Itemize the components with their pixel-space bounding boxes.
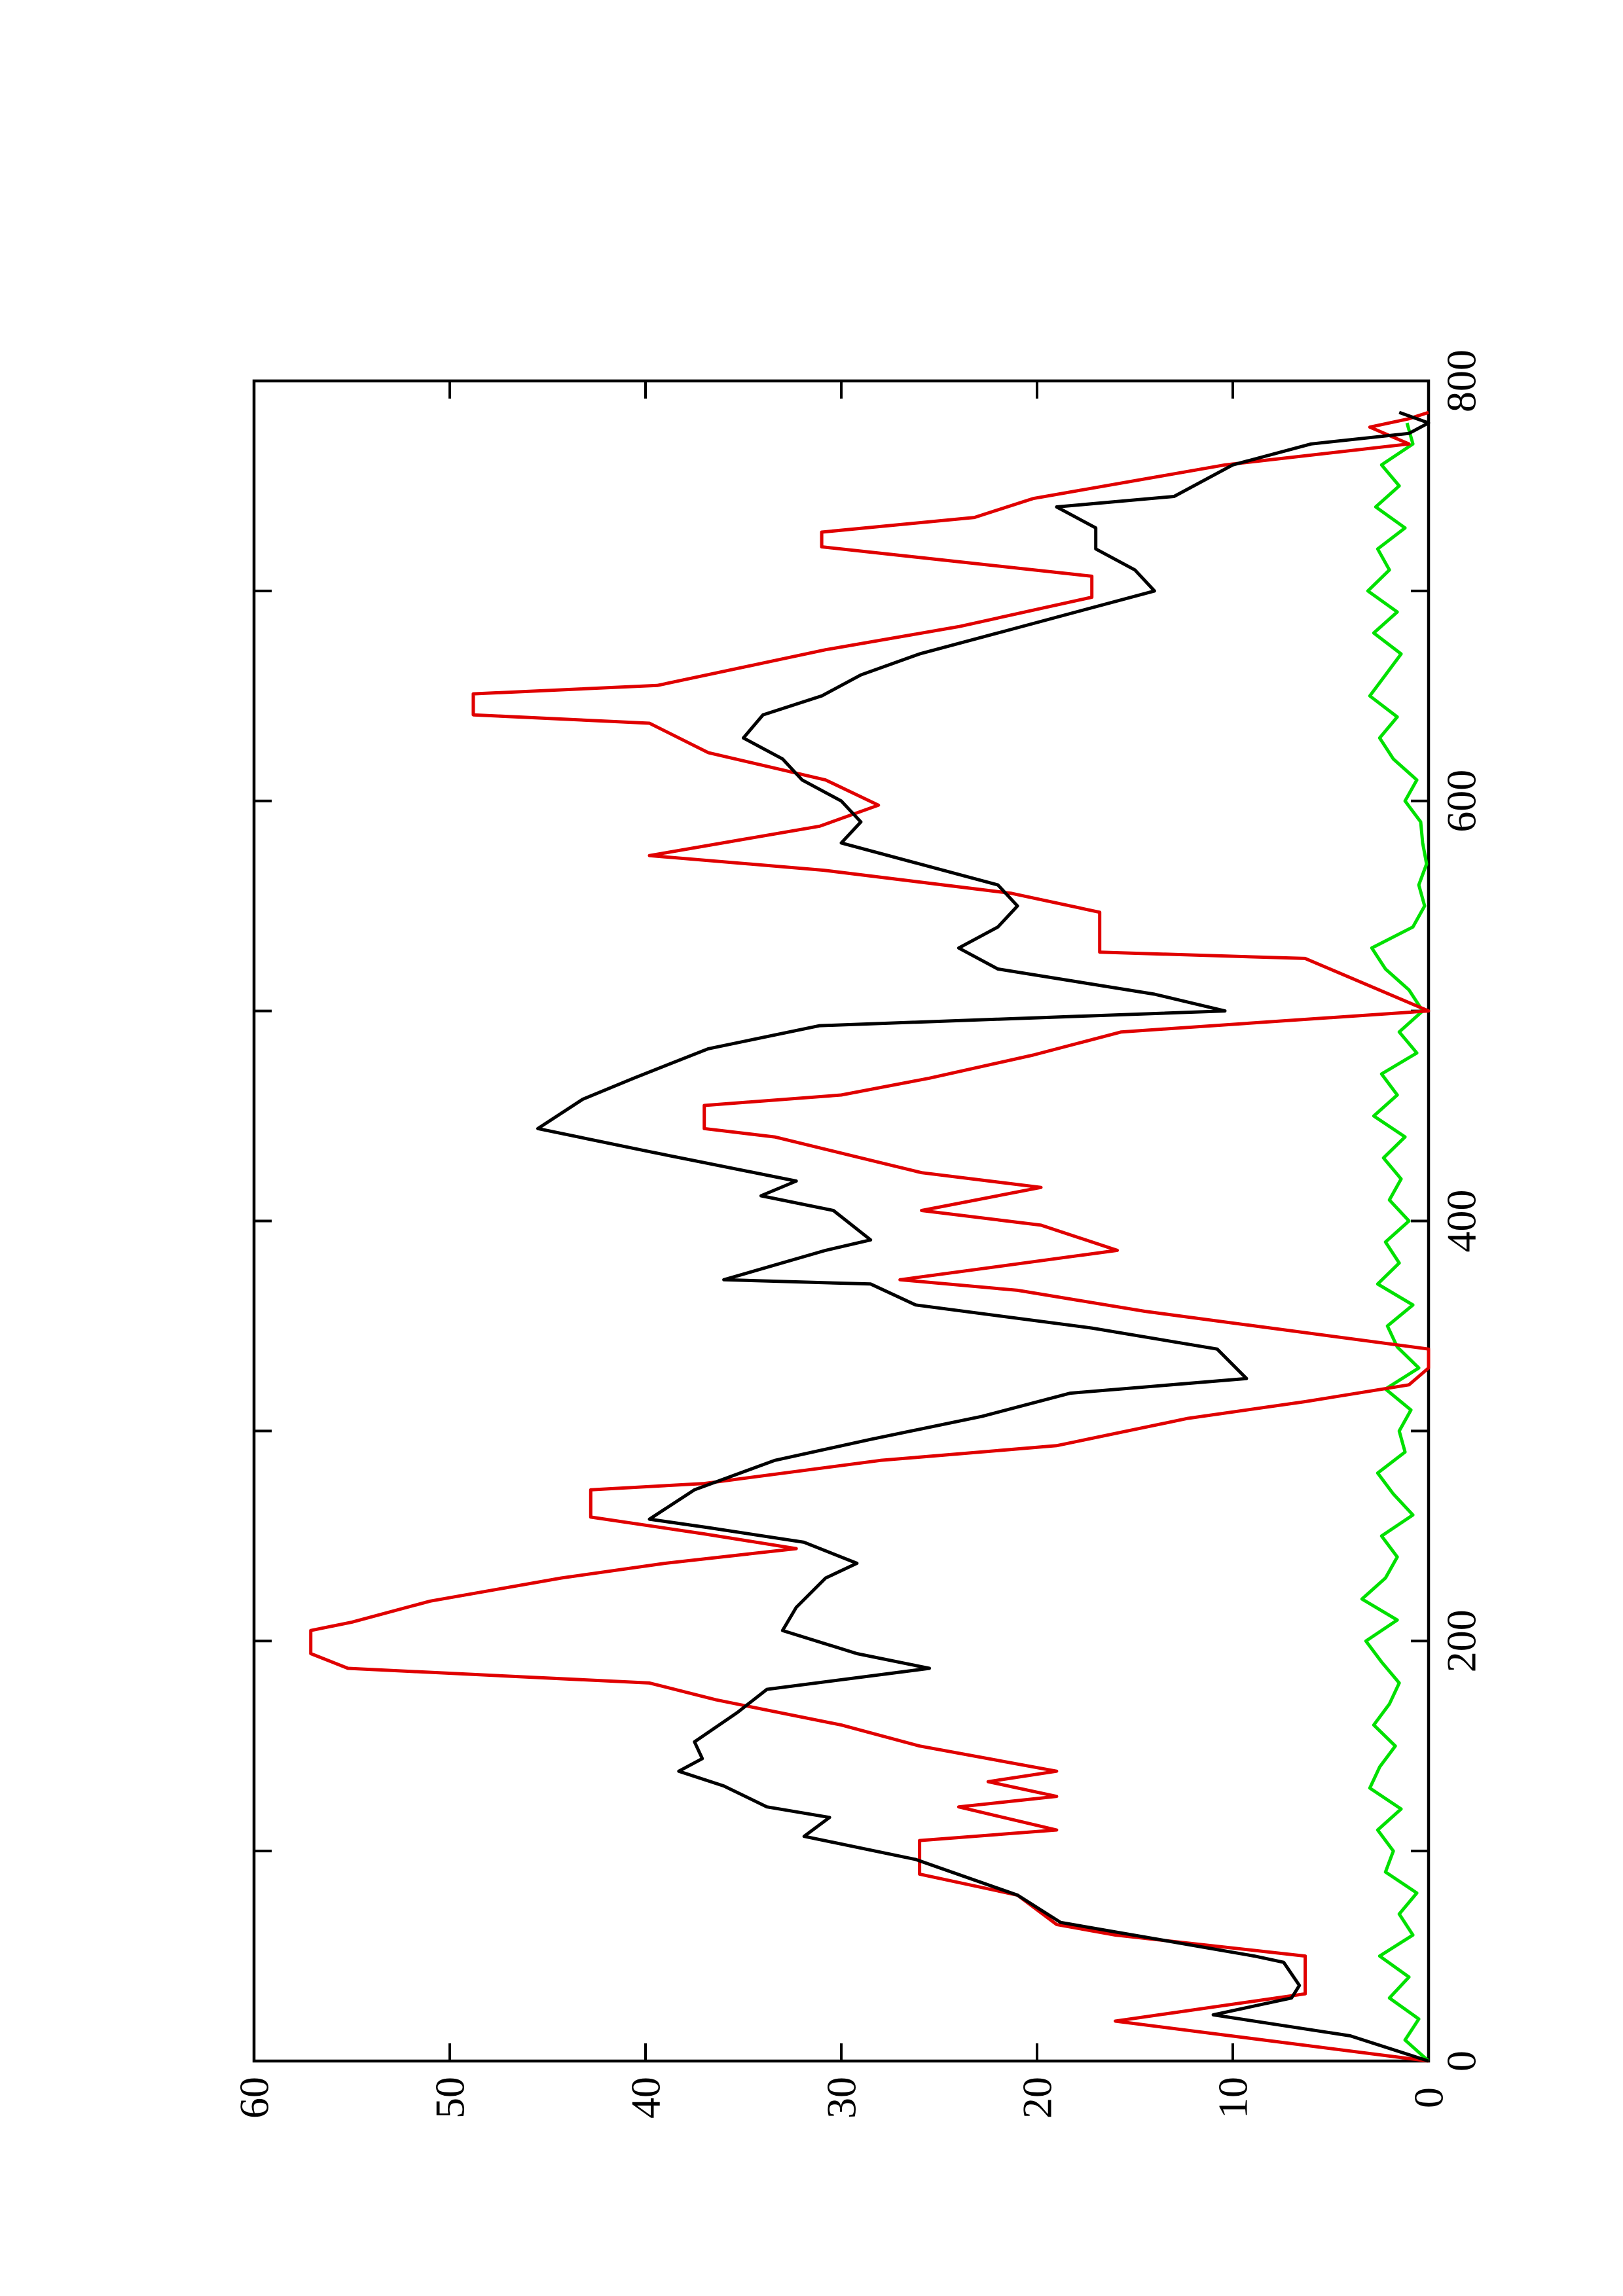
x-tick-label: 200 — [1438, 1609, 1485, 1672]
series-line — [1360, 422, 1430, 2062]
y-tick-label: 30 — [818, 2077, 865, 2119]
y-tick-label: 60 — [231, 2077, 278, 2119]
y-tick-label: 0 — [1406, 2087, 1452, 2108]
x-tick-label: 0 — [1438, 2051, 1485, 2072]
plot-frame — [252, 379, 1431, 2063]
y-tick-label: 10 — [1210, 2077, 1256, 2119]
series-line — [309, 410, 1431, 2063]
y-tick-label: 40 — [623, 2077, 669, 2119]
y-tick-label: 20 — [1014, 2077, 1061, 2119]
series-line — [536, 410, 1431, 2063]
x-tick-label: 400 — [1438, 1190, 1485, 1253]
x-tick-label: 600 — [1438, 770, 1485, 833]
x-tick-label: 800 — [1438, 350, 1485, 412]
y-tick-label: 50 — [427, 2077, 473, 2119]
